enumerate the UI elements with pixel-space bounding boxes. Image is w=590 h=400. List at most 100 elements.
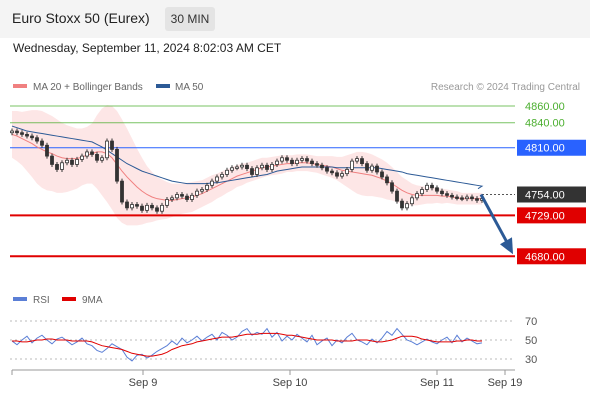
candle [475,196,479,203]
candle [80,153,84,162]
candle-body [220,174,224,178]
candle-body [85,151,89,157]
forecast-arrow-shaft [479,193,509,243]
candle-body [325,167,329,172]
candle [345,166,349,177]
candle [190,192,194,203]
candle-body [75,159,79,165]
candle-body [420,189,424,195]
forecast-arrow-head [500,237,513,255]
candle-body [70,159,74,165]
x-axis: Sep 9 Sep 10 Sep 11 Sep 19 [11,369,522,389]
candle-body [80,155,84,160]
candle [275,158,279,167]
candle-body [50,155,54,165]
candle [55,161,59,172]
ma50-line [11,125,484,190]
candle [375,163,379,175]
timestamp-text: Wednesday, September 11, 2024 8:02:03 AM… [13,41,282,55]
candle-body [190,194,194,200]
candle-body [300,158,304,161]
candle [320,162,324,171]
rsi-tick-label: 30 [525,354,537,366]
candle-body [455,196,459,199]
candle-body [315,163,319,166]
timeframe-button[interactable]: 30 MIN [165,7,215,31]
rsi-tick-label: 70 [525,316,537,328]
candle [460,195,464,202]
candle-body [180,194,184,197]
ma20-legend-swatch [13,84,27,88]
candle [75,156,79,167]
candle-body [230,167,234,171]
candle-body [245,164,249,170]
candle [280,155,284,164]
candle-body [30,135,34,139]
candle [305,156,309,164]
level-label-4754-00: 4754.00 [525,189,565,201]
level-label-4810-00: 4810.00 [525,143,565,155]
candle [325,165,329,174]
candle [245,162,249,172]
candle-body [465,196,469,200]
candle [165,197,169,208]
candle [170,195,174,203]
candle-body [110,140,114,150]
candle [155,205,159,214]
level-label-4840-00: 4840.00 [525,118,565,130]
candle-body [280,157,284,162]
candle [120,178,124,205]
candle-body [400,200,404,209]
candle-body [440,190,444,195]
candle-body [335,172,339,177]
candle [365,161,369,173]
candle-body [35,137,39,142]
candle [135,202,139,209]
candle-body [475,198,479,201]
candle-body [285,157,289,161]
rsi-ma-legend-swatch [62,297,76,301]
candle [370,163,374,173]
level-tag-4729-00 [517,207,586,224]
credit-text: Research © 2024 Trading Central [431,82,580,93]
candle-body [375,165,379,173]
candle-body [130,204,134,209]
candle-body [305,158,309,162]
candle [145,202,149,213]
candle-body [55,164,59,170]
candle-body [115,149,119,182]
candle-body [65,159,69,164]
candle-body [360,158,364,165]
instrument-title: Euro Stoxx 50 (Eurex) [12,10,150,26]
candle [265,162,269,172]
candle-body [290,159,294,165]
candle [85,149,89,159]
candle [260,162,264,171]
candle [125,199,129,211]
candle [210,178,214,188]
candle [340,171,344,179]
candle [15,128,19,136]
level-label-4680-00: 4680.00 [525,251,565,263]
candle [240,162,244,170]
candle [65,157,69,166]
candle-body [365,163,369,171]
candle-body [140,205,144,211]
candle-body [155,207,159,212]
candle [415,191,419,201]
candle-body [45,144,49,157]
candle-body [25,133,29,137]
candle-body [225,169,229,175]
candle [100,155,104,163]
candle-body [105,140,109,159]
candle [25,131,29,139]
candle [45,142,49,159]
candle-body [405,203,409,209]
rsi-tick-label: 50 [525,335,537,347]
candle [410,195,414,207]
candle-body [425,184,429,190]
candle-body [15,130,19,134]
candle [465,194,469,202]
rsi-legend-label: RSI [33,295,50,306]
